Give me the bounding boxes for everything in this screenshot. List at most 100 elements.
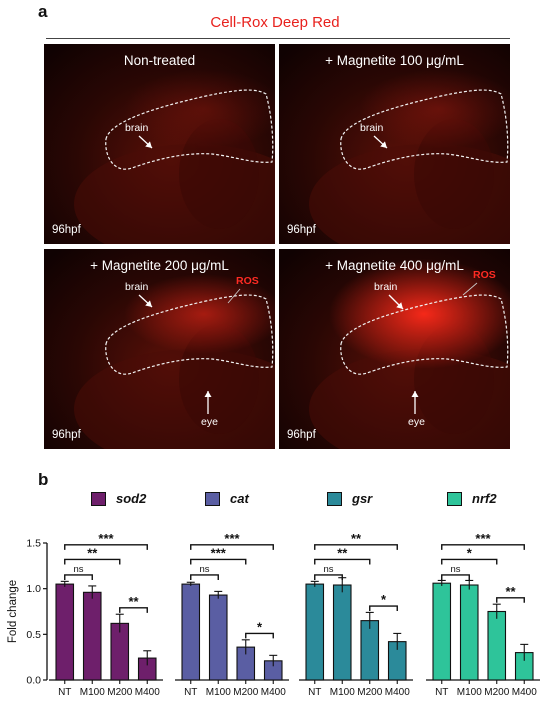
ros-signal [124, 69, 275, 149]
significance-bracket: ** [64, 545, 121, 565]
brain-outline [340, 294, 509, 375]
x-tick-label: NT [308, 687, 321, 698]
micrograph-magnetite-100: + Magnetite 100 μg/mL brain 96hpf [279, 44, 510, 244]
bar-cat-NT [181, 583, 201, 681]
x-tick-label: M100 [80, 687, 105, 698]
micrograph-image [44, 44, 275, 244]
stage-label: 96hpf [287, 429, 316, 441]
significance-bracket: ns [190, 564, 219, 580]
legend-label: cat [230, 491, 249, 506]
x-tick-label: M100 [330, 687, 355, 698]
figure-title: Cell-Rox Deep Red [210, 14, 340, 31]
micrograph-image [279, 44, 510, 244]
legend-swatch [447, 492, 462, 506]
significance-bracket: ** [314, 545, 371, 565]
brain-label: brain [374, 281, 398, 293]
significance-label: ** [128, 594, 139, 609]
x-tick-label: M200 [484, 687, 509, 698]
x-tick-label: NT [58, 687, 71, 698]
legend-swatch [327, 492, 342, 506]
panel-b-letter: b [38, 470, 49, 489]
significance-label: ns [323, 564, 333, 575]
ros-pointer [462, 282, 478, 296]
bar-gsr-NT [305, 583, 325, 681]
eye-arrow [411, 391, 419, 414]
ros-signal [124, 274, 275, 354]
bar-nrf2-NT [432, 582, 452, 681]
micrograph-title: + Magnetite 200 μg/mL [90, 258, 229, 273]
ros-pointer [227, 288, 241, 304]
brain-arrow [388, 294, 404, 310]
x-tick-label: M100 [206, 687, 231, 698]
y-tick-label: 0.5 [26, 629, 41, 641]
significance-label: *** [98, 531, 114, 546]
brain-outline [340, 89, 509, 170]
stage-label: 96hpf [52, 429, 81, 441]
significance-label: ns [199, 564, 209, 575]
bar-cat-M100 [208, 594, 228, 681]
bar-sod2-NT [55, 583, 75, 681]
stage-label: 96hpf [52, 224, 81, 236]
legend-swatch [91, 492, 106, 506]
brain-label: brain [360, 122, 384, 134]
significance-bracket: ns [441, 564, 470, 580]
significance-label: *** [224, 531, 240, 546]
significance-label: ** [87, 545, 98, 560]
significance-bracket: * [245, 619, 274, 639]
micrograph-image [279, 249, 510, 449]
x-tick-label: M200 [233, 687, 258, 698]
significance-bracket: *** [190, 531, 274, 550]
significance-label: ns [450, 564, 460, 575]
bar-sod2-M100 [82, 591, 102, 681]
brain-label: brain [125, 281, 149, 293]
bar-gsr-M200 [360, 620, 380, 681]
micrograph-image [44, 249, 275, 449]
stage-label: 96hpf [287, 224, 316, 236]
significance-bracket: ns [314, 564, 343, 580]
significance-bracket: * [369, 592, 398, 612]
significance-label: ** [337, 545, 348, 560]
significance-bracket: *** [441, 531, 525, 550]
significance-label: *** [211, 545, 227, 560]
significance-label: * [467, 545, 473, 560]
significance-bracket: *** [64, 531, 148, 550]
micrograph-title: + Magnetite 100 μg/mL [325, 53, 464, 68]
significance-bracket: ** [496, 584, 525, 603]
legend-label: gsr [352, 491, 373, 506]
eye-label: eye [201, 416, 218, 428]
y-axis-label: Fold change [7, 580, 19, 643]
x-tick-label: NT [435, 687, 448, 698]
significance-bracket: ** [314, 531, 398, 550]
significance-label: *** [475, 531, 491, 546]
title-divider [46, 38, 510, 39]
legend-swatch [205, 492, 220, 506]
brain-arrow [138, 294, 153, 308]
ros-signal [329, 259, 510, 369]
significance-label: * [381, 592, 387, 607]
brain-arrow [138, 135, 153, 149]
eye-label: eye [408, 416, 425, 428]
ros-signal [359, 69, 510, 149]
panel-a-letter: a [38, 2, 48, 21]
brain-outline [105, 89, 274, 170]
y-tick-label: 1.0 [26, 583, 41, 595]
micrograph-non-treated: Non-treated brain 96hpf [44, 44, 275, 244]
ros-label: ROS [473, 269, 496, 281]
significance-label: ** [351, 531, 362, 546]
brain-arrow [373, 135, 388, 149]
x-tick-label: M400 [261, 687, 286, 698]
x-tick-label: M400 [512, 687, 537, 698]
ros-label: ROS [236, 275, 259, 287]
brain-label: brain [125, 122, 149, 134]
y-tick-label: 0.0 [26, 675, 41, 687]
x-tick-label: M400 [135, 687, 160, 698]
significance-label: ns [73, 564, 83, 575]
y-tick-label: 1.5 [26, 538, 41, 550]
bar-gsr-M100 [332, 584, 352, 681]
bar-nrf2-M100 [459, 584, 479, 681]
x-tick-label: M400 [385, 687, 410, 698]
x-tick-label: NT [184, 687, 197, 698]
significance-bracket: * [441, 545, 498, 565]
significance-bracket: ns [64, 564, 93, 580]
